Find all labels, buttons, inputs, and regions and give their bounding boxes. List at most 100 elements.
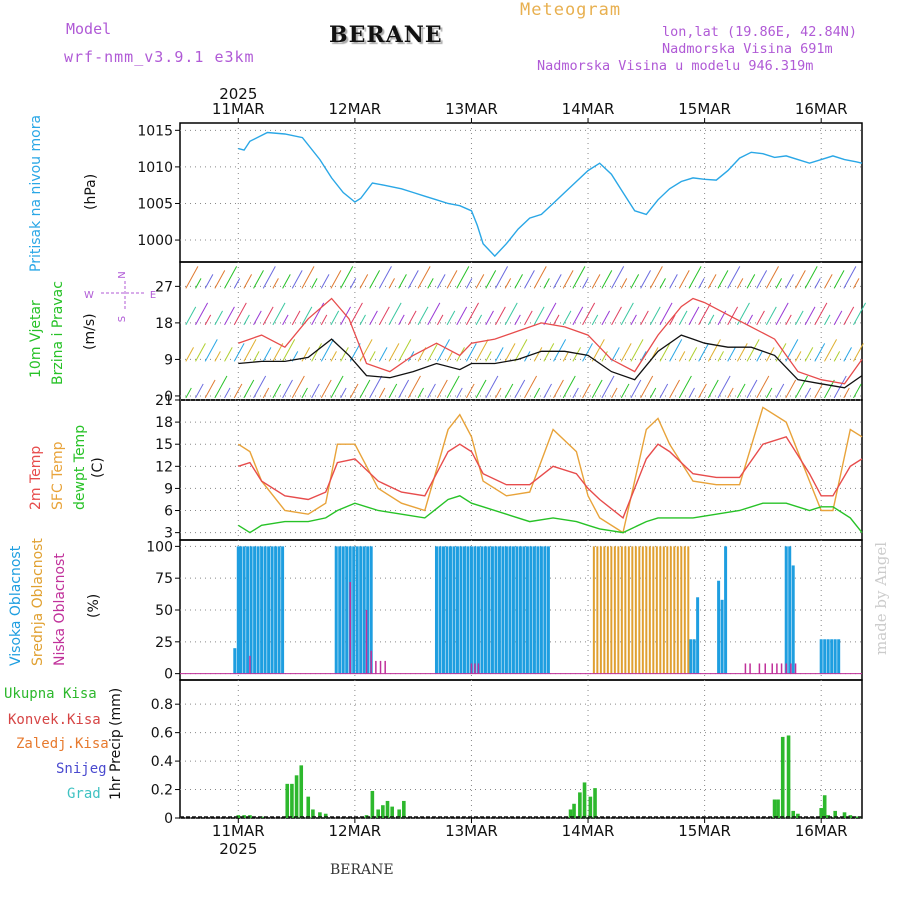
y-tick-label: 0.4 [151,754,173,770]
mid-cloud-bar [617,546,620,674]
wind-arrow [765,306,777,326]
wind-arrow [436,379,448,399]
low-cloud-bar [470,663,473,674]
high-cloud-bar [536,546,540,674]
wind-arrow [446,270,458,289]
precip-bar [390,806,394,818]
y-tick-label: 25 [155,635,173,651]
wind-arrow [504,278,512,289]
wind-arrow [330,310,340,326]
wind-arrow [495,347,504,362]
wind-arrow [611,306,622,326]
wind-arrow [495,306,506,326]
wind-arrow [601,270,613,289]
wind-arrow [591,379,603,399]
wind-arrow [717,351,724,362]
wind-arrow [601,375,615,399]
high-cloud-bar [462,546,466,674]
wind-arrow [562,270,574,289]
precip-bar [290,783,294,818]
precip-bar [776,799,780,818]
precip-bar [796,813,800,818]
mid-cloud-bar [596,546,599,674]
precip-bar [822,795,827,818]
elevation-label: Nadmorska Visina 691m [662,41,833,57]
model-name: wrf-nmm_v3.9.1 e3km [64,48,255,66]
high-cloud-bar [511,546,515,674]
wind-arrow [582,302,596,326]
high-cloud-bar [788,546,792,674]
low-cloud-bar [249,655,251,674]
wind-arrow [678,310,688,326]
wind-arrow [746,314,753,326]
wind-arrow [688,347,698,362]
wind-arrow [272,343,284,362]
wind-arrow [601,310,611,326]
wind-arrow [378,306,390,326]
high-cloud-bar [434,546,438,674]
precip-bar [402,800,406,818]
top-day-label: 15MAR [678,100,731,118]
high-cloud-bar [724,546,728,674]
y-tick-label: 0.8 [151,697,173,713]
wind-arrow [572,266,586,289]
wind-arrow [253,270,264,289]
wind-arrow [572,387,579,399]
high-cloud-bar [480,546,484,674]
precip-bar [323,813,328,818]
wind-arrow [214,270,226,289]
mid-cloud-bar [606,546,609,674]
wind-arrow [514,339,528,362]
high-cloud-bar [529,546,533,674]
mid-cloud-bar [655,546,658,674]
precip-bar [376,809,380,818]
wind-arrow [485,310,494,326]
top-year-label: 2025 [219,85,257,103]
compass-s-label: S [117,316,128,322]
wind-arrow [853,383,862,399]
wind-arrow [320,339,334,362]
high-cloud-bar [696,597,700,674]
model-elevation-label: Nadmorska Visina u modelu 946.319m [537,58,814,74]
wind-arrow [320,274,330,289]
high-cloud-bar [359,546,363,674]
wind-arrow [320,379,332,399]
wind-arrow [765,266,779,289]
mid-cloud-bar [610,546,613,674]
mid-cloud-bar [652,546,655,674]
wind-arrow [301,306,313,326]
high-cloud-bar [837,639,841,674]
wind-arrow [417,266,431,289]
high-cloud-bar [720,599,724,674]
wind-arrow [214,375,228,399]
wind-arrow [804,387,812,399]
wind-arrow [214,351,221,362]
wind-arrow [707,379,719,399]
mid-cloud-bar [673,546,676,674]
wind-arrow [601,351,608,362]
precip-bar [582,782,587,818]
low-cloud-bar [375,660,377,674]
wind-arrow [204,314,212,326]
y-tick-label: 1010 [137,160,173,176]
y-tick-label: 0 [164,811,173,827]
high-cloud-bar [448,546,452,674]
low-cloud-bar [744,663,747,674]
wind-arrow [330,270,342,289]
wind-arrow [659,278,666,289]
high-cloud-bar [508,546,512,674]
wind-arrow [533,347,543,362]
low-cloud-bar [365,610,368,674]
bottom-day-label: 13MAR [445,822,498,840]
wind-arrow [233,343,245,362]
wind-arrow [427,302,441,326]
high-cloud-bar [518,546,522,674]
high-cloud-bar [452,546,456,674]
wind-arrow [475,314,483,326]
wind-arrow [736,278,744,289]
high-cloud-bar [341,546,345,674]
wind-arrow [272,302,286,326]
y-tick-label: 0 [164,389,173,405]
high-cloud-bar [469,546,473,674]
wind-arrow [446,310,456,326]
